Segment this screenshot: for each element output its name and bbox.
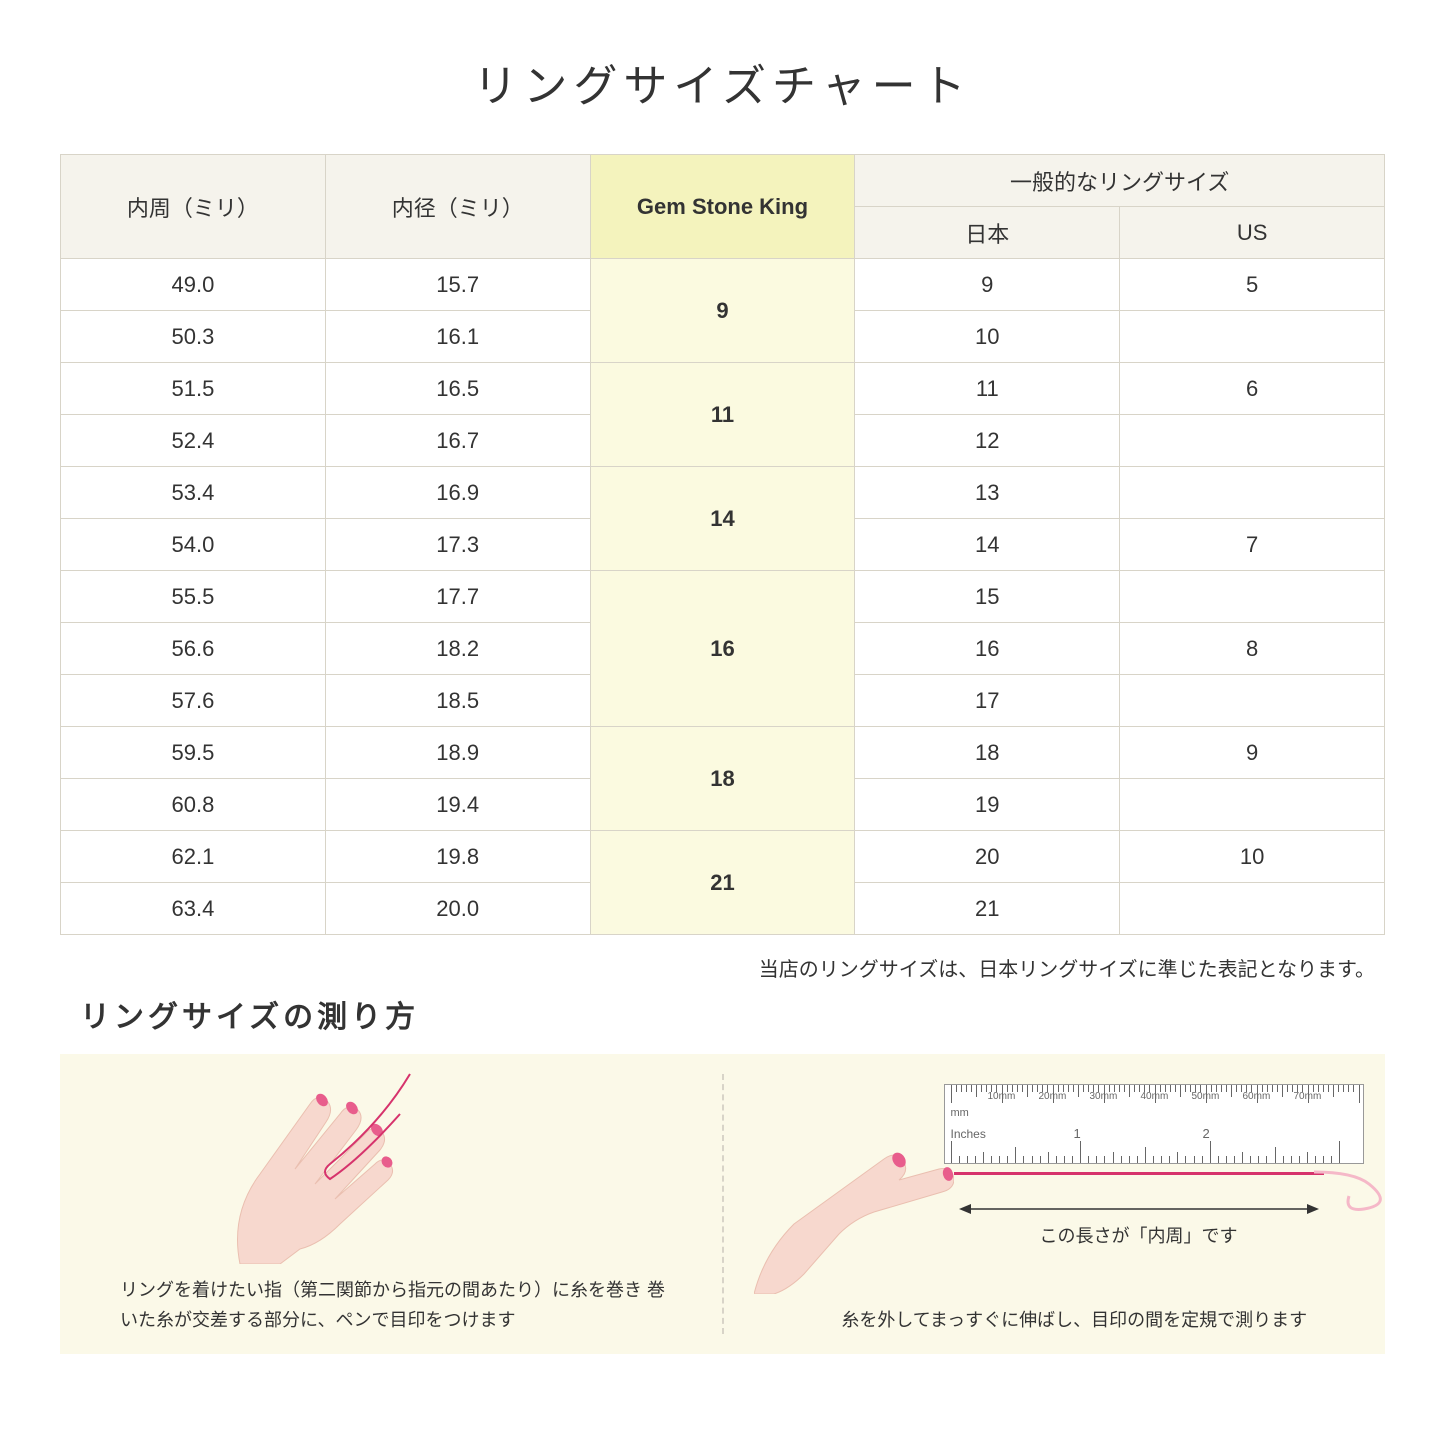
cell-diameter: 16.5 bbox=[325, 363, 590, 415]
cell-japan: 21 bbox=[855, 883, 1120, 935]
cell-japan: 11 bbox=[855, 363, 1120, 415]
header-japan: 日本 bbox=[855, 207, 1120, 259]
cell-us: 5 bbox=[1120, 259, 1385, 311]
cell-circumference: 59.5 bbox=[61, 727, 326, 779]
cell-us bbox=[1120, 571, 1385, 623]
arrow-label: この長さが「内周」です bbox=[959, 1222, 1319, 1248]
table-row: 51.516.511116 bbox=[61, 363, 1385, 415]
cell-gsk: 21 bbox=[590, 831, 855, 935]
size-chart-table: 内周（ミリ） 内径（ミリ） Gem Stone King 一般的なリングサイズ … bbox=[60, 154, 1385, 935]
cell-diameter: 18.9 bbox=[325, 727, 590, 779]
measurement-guide: リングを着けたい指（第二関節から指元の間あたり）に糸を巻き 巻いた糸が交差する部… bbox=[60, 1054, 1385, 1354]
hand-measure-illustration bbox=[754, 1124, 954, 1294]
cell-diameter: 16.1 bbox=[325, 311, 590, 363]
table-row: 59.518.918189 bbox=[61, 727, 1385, 779]
cell-circumference: 56.6 bbox=[61, 623, 326, 675]
cell-us: 6 bbox=[1120, 363, 1385, 415]
cell-us: 8 bbox=[1120, 623, 1385, 675]
cell-us bbox=[1120, 779, 1385, 831]
cell-circumference: 53.4 bbox=[61, 467, 326, 519]
cell-us bbox=[1120, 415, 1385, 467]
cell-circumference: 62.1 bbox=[61, 831, 326, 883]
cell-diameter: 19.4 bbox=[325, 779, 590, 831]
cell-diameter: 17.7 bbox=[325, 571, 590, 623]
ruler-mm-label: mm bbox=[951, 1107, 969, 1119]
cell-gsk: 11 bbox=[590, 363, 855, 467]
cell-circumference: 50.3 bbox=[61, 311, 326, 363]
header-general-group: 一般的なリングサイズ bbox=[855, 155, 1385, 207]
cell-gsk: 9 bbox=[590, 259, 855, 363]
cell-diameter: 18.5 bbox=[325, 675, 590, 727]
cell-circumference: 52.4 bbox=[61, 415, 326, 467]
cell-japan: 14 bbox=[855, 519, 1120, 571]
cell-circumference: 55.5 bbox=[61, 571, 326, 623]
cell-japan: 13 bbox=[855, 467, 1120, 519]
cell-diameter: 18.2 bbox=[325, 623, 590, 675]
table-row: 62.119.8212010 bbox=[61, 831, 1385, 883]
hand-wrap-illustration bbox=[200, 1064, 480, 1264]
cell-japan: 18 bbox=[855, 727, 1120, 779]
table-row: 55.517.71615 bbox=[61, 571, 1385, 623]
measurement-arrow bbox=[959, 1199, 1319, 1219]
guide-step-2: 10mm20mm30mm40mm50mm60mm70mm mm Inches 1… bbox=[724, 1054, 1386, 1354]
cell-diameter: 16.7 bbox=[325, 415, 590, 467]
cell-us bbox=[1120, 311, 1385, 363]
ruler-illustration: 10mm20mm30mm40mm50mm60mm70mm mm Inches 1… bbox=[944, 1084, 1364, 1164]
cell-diameter: 19.8 bbox=[325, 831, 590, 883]
cell-us bbox=[1120, 467, 1385, 519]
cell-us: 10 bbox=[1120, 831, 1385, 883]
cell-circumference: 49.0 bbox=[61, 259, 326, 311]
cell-gsk: 14 bbox=[590, 467, 855, 571]
cell-circumference: 60.8 bbox=[61, 779, 326, 831]
cell-circumference: 63.4 bbox=[61, 883, 326, 935]
guide-caption-2: 糸を外してまっすぐに伸ばし、目印の間を定規で測ります bbox=[804, 1305, 1346, 1336]
cell-japan: 9 bbox=[855, 259, 1120, 311]
cell-diameter: 20.0 bbox=[325, 883, 590, 935]
cell-us bbox=[1120, 675, 1385, 727]
cell-us: 9 bbox=[1120, 727, 1385, 779]
guide-subtitle: リングサイズの測り方 bbox=[80, 992, 1385, 1036]
guide-step-1: リングを着けたい指（第二関節から指元の間あたり）に糸を巻き 巻いた糸が交差する部… bbox=[60, 1054, 722, 1354]
thread-curve bbox=[1314, 1154, 1404, 1214]
cell-us: 7 bbox=[1120, 519, 1385, 571]
cell-diameter: 15.7 bbox=[325, 259, 590, 311]
header-us: US bbox=[1120, 207, 1385, 259]
table-row: 49.015.7995 bbox=[61, 259, 1385, 311]
table-row: 53.416.91413 bbox=[61, 467, 1385, 519]
cell-japan: 10 bbox=[855, 311, 1120, 363]
cell-circumference: 54.0 bbox=[61, 519, 326, 571]
cell-japan: 12 bbox=[855, 415, 1120, 467]
thread-line bbox=[954, 1172, 1324, 1175]
cell-circumference: 57.6 bbox=[61, 675, 326, 727]
cell-us bbox=[1120, 883, 1385, 935]
table-note: 当店のリングサイズは、日本リングサイズに準じた表記となります。 bbox=[60, 953, 1385, 982]
cell-diameter: 17.3 bbox=[325, 519, 590, 571]
cell-japan: 19 bbox=[855, 779, 1120, 831]
cell-gsk: 16 bbox=[590, 571, 855, 727]
header-circumference: 内周（ミリ） bbox=[61, 155, 326, 259]
cell-circumference: 51.5 bbox=[61, 363, 326, 415]
cell-japan: 15 bbox=[855, 571, 1120, 623]
cell-japan: 20 bbox=[855, 831, 1120, 883]
guide-caption-1: リングを着けたい指（第二関節から指元の間あたり）に糸を巻き 巻いた糸が交差する部… bbox=[120, 1275, 682, 1336]
page-title: リングサイズチャート bbox=[60, 50, 1385, 114]
header-diameter: 内径（ミリ） bbox=[325, 155, 590, 259]
cell-diameter: 16.9 bbox=[325, 467, 590, 519]
cell-gsk: 18 bbox=[590, 727, 855, 831]
cell-japan: 17 bbox=[855, 675, 1120, 727]
cell-japan: 16 bbox=[855, 623, 1120, 675]
header-gsk: Gem Stone King bbox=[590, 155, 855, 259]
